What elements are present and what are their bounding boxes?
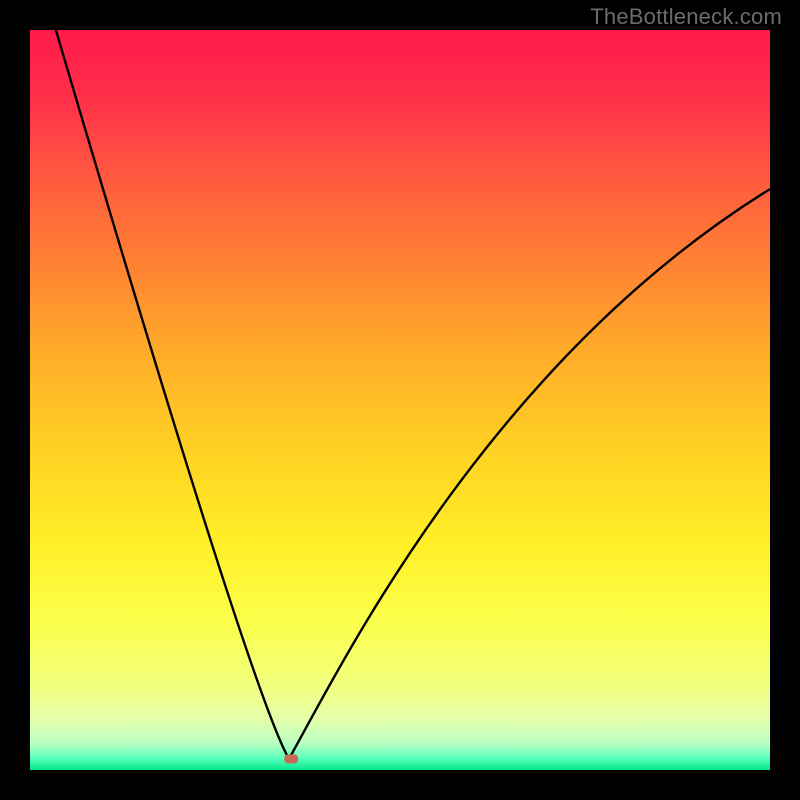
bottleneck-curve-layer bbox=[30, 30, 770, 770]
minimum-marker bbox=[284, 754, 298, 763]
chart-frame: TheBottleneck.com bbox=[0, 0, 800, 800]
bottleneck-curve bbox=[56, 30, 770, 759]
watermark-text: TheBottleneck.com bbox=[590, 4, 782, 30]
plot-area bbox=[30, 30, 770, 770]
